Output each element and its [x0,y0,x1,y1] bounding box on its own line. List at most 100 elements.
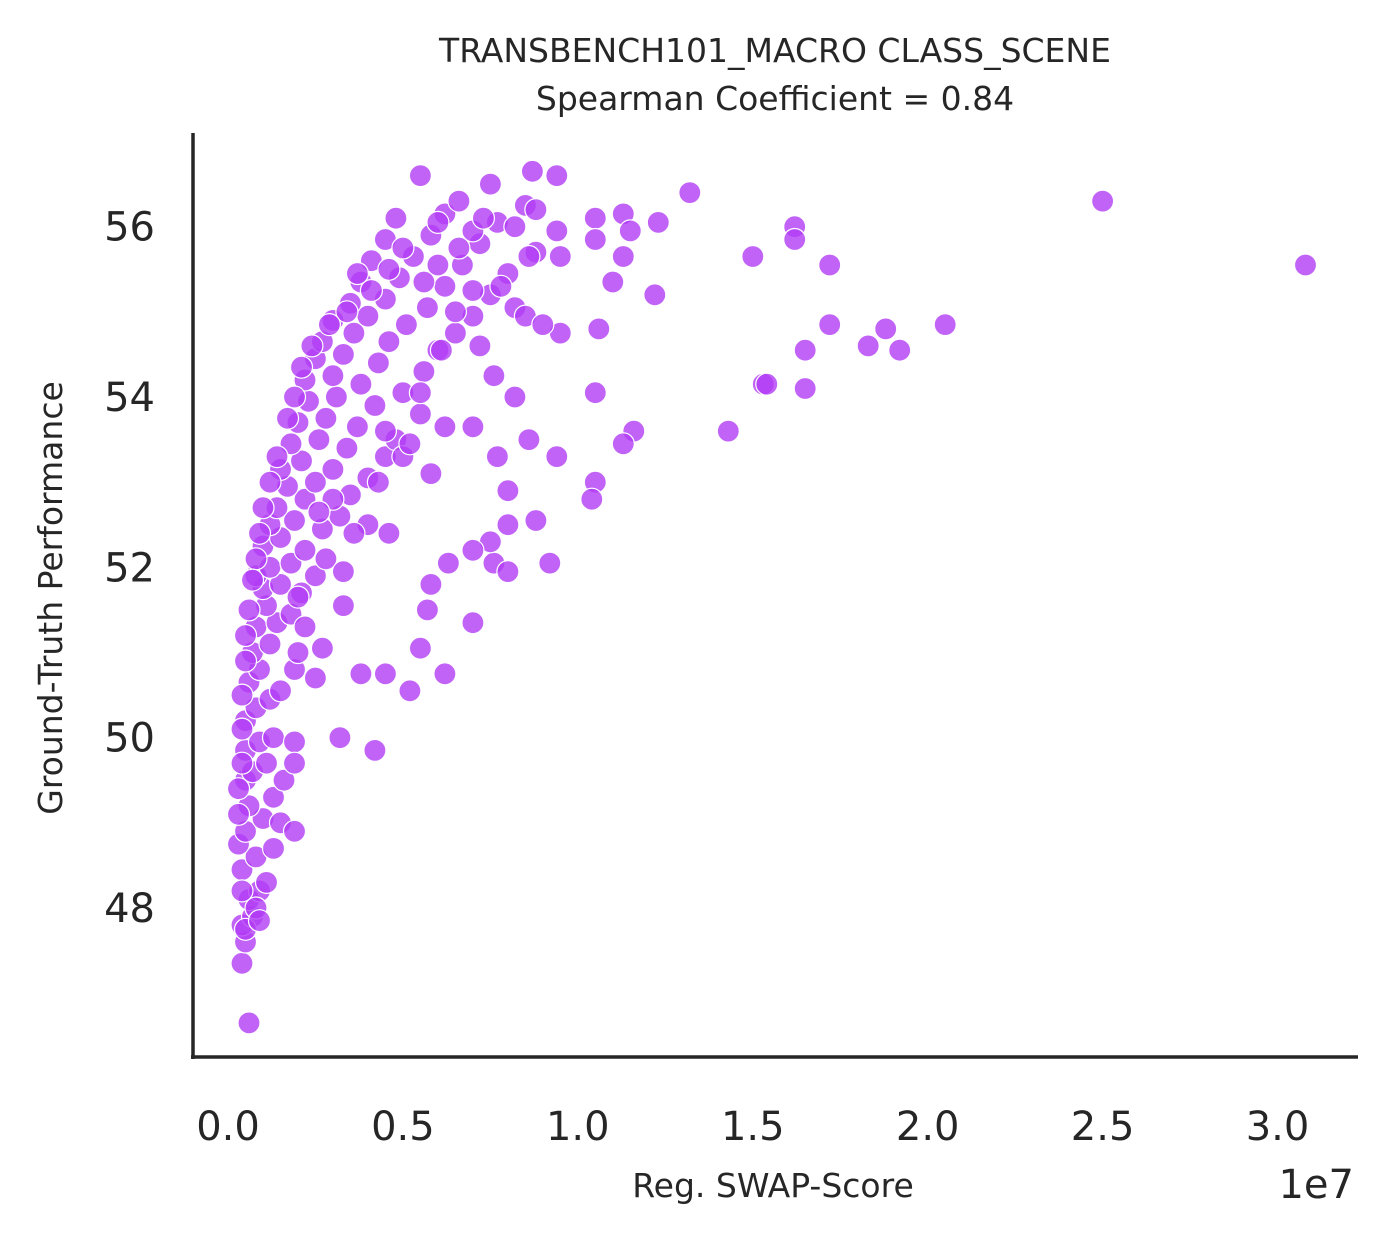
data-point [230,683,254,707]
data-point [331,559,355,584]
chart-title: TRANSBENCH101_MACRO CLASS_SCENE [438,31,1111,70]
data-point [793,338,817,362]
data-point [310,636,334,660]
data-point [408,381,432,405]
data-point [293,538,317,562]
data-point [408,164,432,188]
data-point [443,300,467,324]
data-point [324,385,348,409]
data-point [933,313,957,337]
data-point [520,159,545,183]
data-point [478,172,502,196]
x-tick-label: 1.5 [721,1104,785,1150]
data-point [412,359,436,384]
data-point [289,449,314,473]
data-point [429,338,453,362]
data-point [436,551,460,575]
data-points [226,159,1318,1035]
data-point [524,508,548,533]
data-point [261,725,286,750]
data-point [247,909,272,933]
data-point [496,479,520,503]
x-tick-label: 1.0 [546,1104,610,1150]
data-point [275,406,300,430]
data-point [643,283,667,307]
y-tick-label: 52 [104,545,155,591]
data-point [447,189,471,213]
x-axis-label: Reg. SWAP-Score [632,1166,914,1205]
data-point [226,777,251,801]
data-point [408,402,432,426]
data-point [363,393,387,418]
data-point [373,419,397,443]
data-point [398,679,422,703]
data-point [517,428,541,452]
data-point [373,662,397,686]
data-point [485,445,509,469]
data-point [611,244,635,269]
data-point [503,215,527,239]
data-point [240,568,265,592]
x-axis-ticks: 0.0 0.5 1.0 1.5 2.0 2.5 3.0 [196,1104,1309,1150]
data-point [244,547,268,571]
data-point [230,751,254,775]
x-tick-label: 2.5 [1071,1104,1135,1150]
data-point [331,342,355,366]
data-point [583,381,607,405]
data-point [545,164,569,188]
data-point [307,500,331,524]
data-point [317,313,341,337]
data-point [755,372,779,396]
data-point [524,198,548,222]
data-point [1293,253,1318,277]
data-point [646,210,670,234]
data-point [587,317,611,341]
data-point [366,351,390,375]
data-point [254,751,279,775]
data-point [545,445,569,469]
data-point [433,274,457,298]
data-point [233,649,258,673]
data-point [286,585,310,609]
data-point [394,313,418,337]
data-point [251,496,275,520]
data-point [230,717,254,741]
data-point [496,513,520,537]
data-point [268,572,293,597]
data-point [261,785,286,809]
data-point [783,227,807,252]
data-point [461,611,485,635]
data-point [230,879,254,903]
data-point [282,730,307,754]
data-point [303,470,327,494]
data-point [678,181,702,205]
data-point [583,227,607,252]
data-point [230,951,254,975]
data-point [517,244,541,269]
data-point [349,372,373,396]
data-point [342,321,366,345]
data-point [391,236,415,260]
data-point [461,415,485,439]
data-point [377,330,401,354]
data-point [359,278,383,303]
data-point [272,768,296,792]
data-point [419,462,443,486]
data-point [415,598,439,622]
data-point [888,338,912,362]
chart-subtitle: Spearman Coefficient = 0.84 [536,79,1014,118]
y-tick-label: 48 [104,886,155,932]
data-point [461,538,485,562]
data-point [548,244,572,269]
data-point [468,334,492,358]
data-point [716,419,740,443]
data-point [433,415,457,439]
data-point [293,615,317,639]
data-point [314,406,338,430]
data-point [226,802,251,826]
data-point [426,210,450,234]
data-point [545,219,569,243]
data-point [349,662,373,686]
data-point [282,819,307,843]
data-point [254,870,279,895]
